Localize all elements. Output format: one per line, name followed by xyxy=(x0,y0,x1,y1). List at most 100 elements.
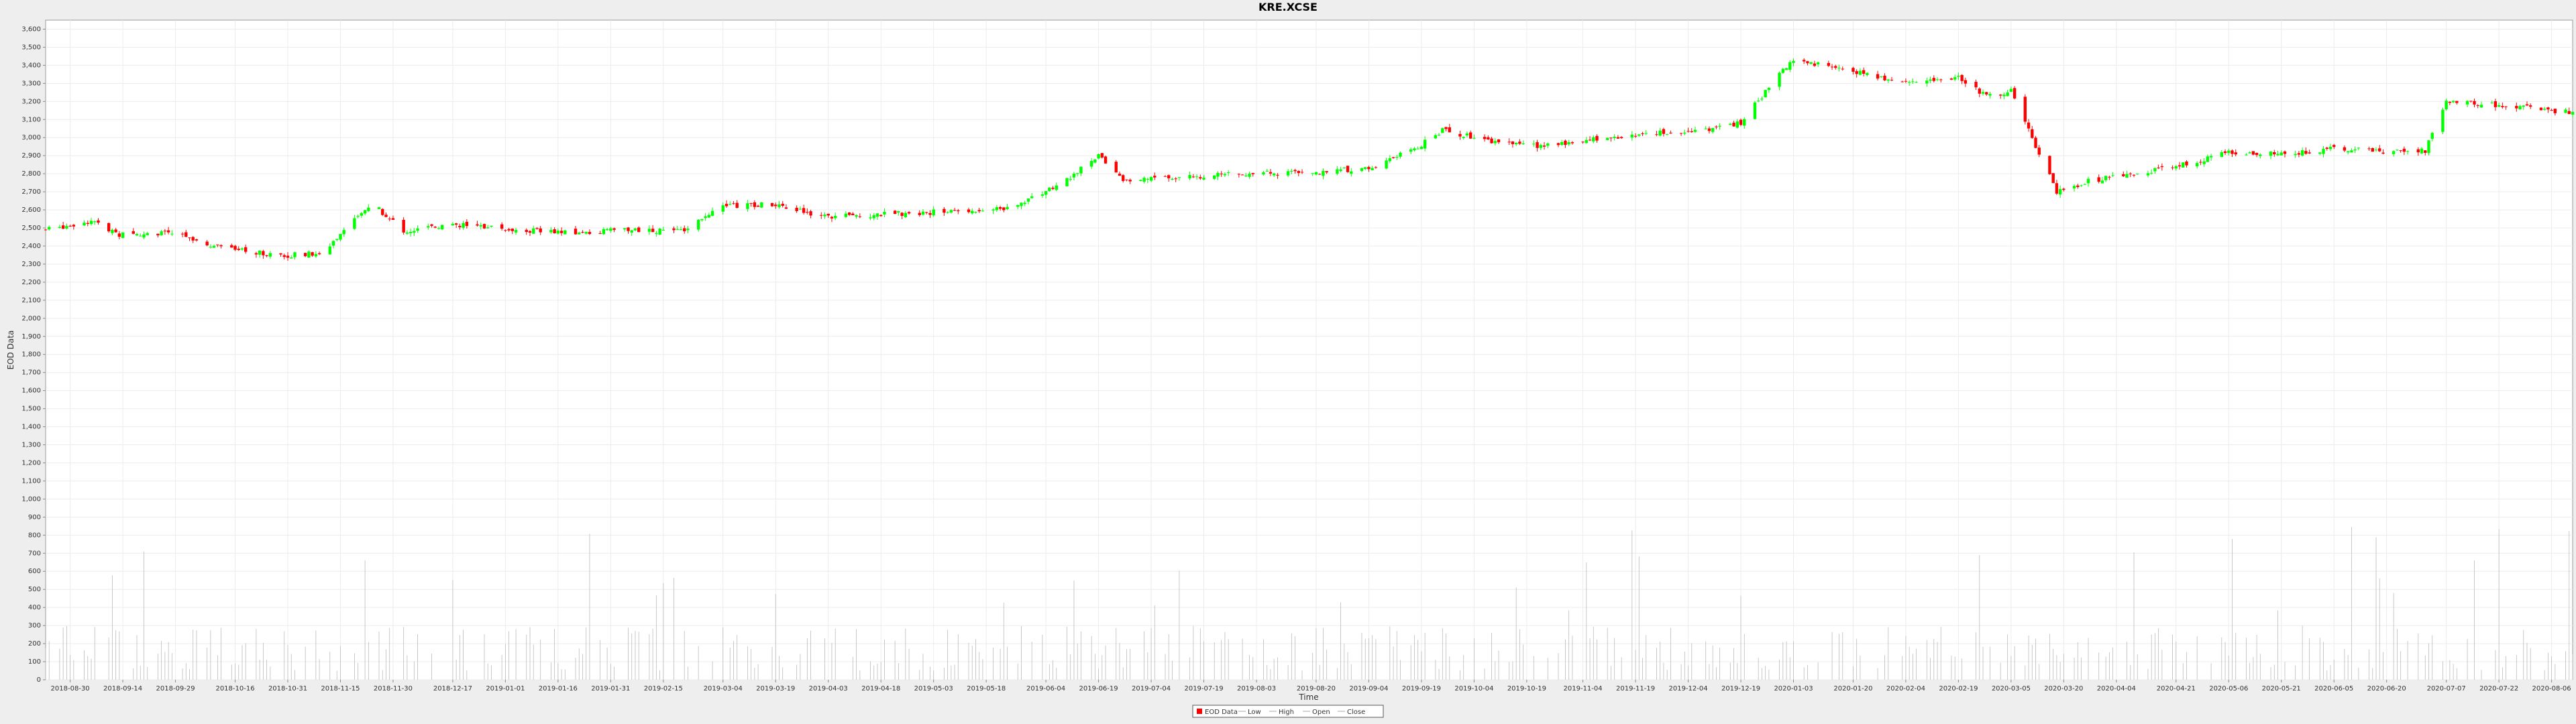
candle-body xyxy=(500,224,504,229)
y-tick-label: 3,400 xyxy=(21,62,41,69)
candle-body xyxy=(1072,174,1076,178)
candle-body xyxy=(672,228,676,231)
candle-body xyxy=(2146,173,2150,176)
candle-body xyxy=(1367,167,1371,170)
candle-body xyxy=(1051,188,1055,189)
candle-body xyxy=(2234,152,2237,155)
candle-body xyxy=(2058,188,2062,195)
candle-body xyxy=(180,233,184,235)
candle-body xyxy=(1729,123,1732,125)
y-tick-label: 1,600 xyxy=(21,387,41,395)
candle-body xyxy=(293,252,297,257)
y-tick-label: 600 xyxy=(28,568,41,575)
candle-body xyxy=(2325,147,2328,149)
candle-body xyxy=(363,210,367,214)
candle-body xyxy=(2055,183,2059,194)
candle-body xyxy=(1978,88,1982,94)
candle-body xyxy=(679,229,683,230)
candle-body xyxy=(1518,141,1521,144)
x-tick-label: 2020-02-19 xyxy=(1939,685,1978,692)
candle-body xyxy=(1458,133,1462,137)
candle-body xyxy=(2328,146,2332,149)
candle-body xyxy=(1693,129,1697,132)
y-tick-label: 400 xyxy=(28,604,41,611)
x-tick-label: 2019-05-18 xyxy=(967,685,1006,692)
candle-body xyxy=(146,233,149,235)
candle-body xyxy=(1767,88,1771,90)
candle-body xyxy=(1100,153,1104,158)
candle-body xyxy=(2209,156,2213,158)
candle-body xyxy=(1542,145,1546,147)
candle-body xyxy=(1174,178,1177,180)
candle-body xyxy=(623,228,627,230)
x-tick-label: 2020-01-20 xyxy=(1833,685,1872,692)
x-tick-label: 2019-12-04 xyxy=(1668,685,1707,692)
candle-body xyxy=(1413,148,1416,151)
candle-body xyxy=(2427,140,2430,154)
candle-body xyxy=(1753,102,1757,119)
candle-body xyxy=(58,227,62,229)
candle-body xyxy=(1171,179,1174,180)
candle-body xyxy=(342,230,345,235)
candle-body xyxy=(1536,142,1539,148)
candle-body xyxy=(820,215,823,216)
candle-body xyxy=(967,209,971,213)
candle-body xyxy=(1655,134,1658,135)
x-tick-label: 2019-12-19 xyxy=(1721,685,1760,692)
candle-body xyxy=(1644,133,1648,134)
candle-body xyxy=(879,215,883,217)
candle-body xyxy=(1339,169,1342,172)
candle-body xyxy=(1318,174,1322,175)
candle-body xyxy=(949,210,953,213)
candle-body xyxy=(609,228,612,231)
candle-body xyxy=(1493,141,1497,143)
candle-body xyxy=(1441,128,1444,133)
candle-body xyxy=(1539,145,1543,148)
y-tick-label: 300 xyxy=(28,622,41,629)
candle-body xyxy=(539,228,542,233)
x-tick-label: 2019-10-19 xyxy=(1507,685,1546,692)
candle-body xyxy=(1104,156,1108,164)
candle-body xyxy=(1177,177,1181,178)
candle-body xyxy=(855,215,858,217)
candle-body xyxy=(1199,177,1202,179)
candle-body xyxy=(1020,202,1023,206)
candle-body xyxy=(1581,141,1585,143)
candle-body xyxy=(1932,78,1935,81)
x-tick-label: 2019-08-03 xyxy=(1237,685,1276,692)
candle-body xyxy=(1468,132,1472,139)
candle-body xyxy=(2304,151,2308,154)
candle-body xyxy=(1813,63,1817,66)
candle-body xyxy=(2308,152,2311,154)
candle-body xyxy=(2273,152,2276,155)
x-tick-label: 2018-10-16 xyxy=(215,685,254,692)
candle-body xyxy=(826,213,830,216)
candle-body xyxy=(1226,172,1230,173)
candle-body xyxy=(2399,150,2402,152)
candle-body xyxy=(2357,147,2361,149)
candle-body xyxy=(1764,90,1767,98)
candle-body xyxy=(1564,140,1567,145)
candle-body xyxy=(2086,178,2090,184)
candle-body xyxy=(1248,174,1251,177)
candle-body xyxy=(166,230,170,233)
candle-body xyxy=(1556,143,1560,145)
candle-body xyxy=(581,232,584,233)
candle-body xyxy=(1223,174,1227,176)
candle-body xyxy=(1322,170,1325,176)
candle-body xyxy=(1595,135,1599,141)
candle-body xyxy=(1374,167,1378,168)
candle-body xyxy=(384,215,388,217)
candle-body xyxy=(1371,168,1374,170)
candle-body xyxy=(655,233,658,234)
candle-body xyxy=(360,213,364,216)
candle-body xyxy=(286,255,290,258)
x-tick-label: 2019-01-01 xyxy=(486,685,525,692)
candle-body xyxy=(1167,175,1171,178)
x-tick-label: 2020-05-21 xyxy=(2262,685,2301,692)
candle-body xyxy=(549,230,553,233)
candle-body xyxy=(1974,82,1978,88)
legend-item-label: Low xyxy=(1248,709,1261,716)
candle-body xyxy=(482,224,486,229)
candle-body xyxy=(1251,173,1254,174)
